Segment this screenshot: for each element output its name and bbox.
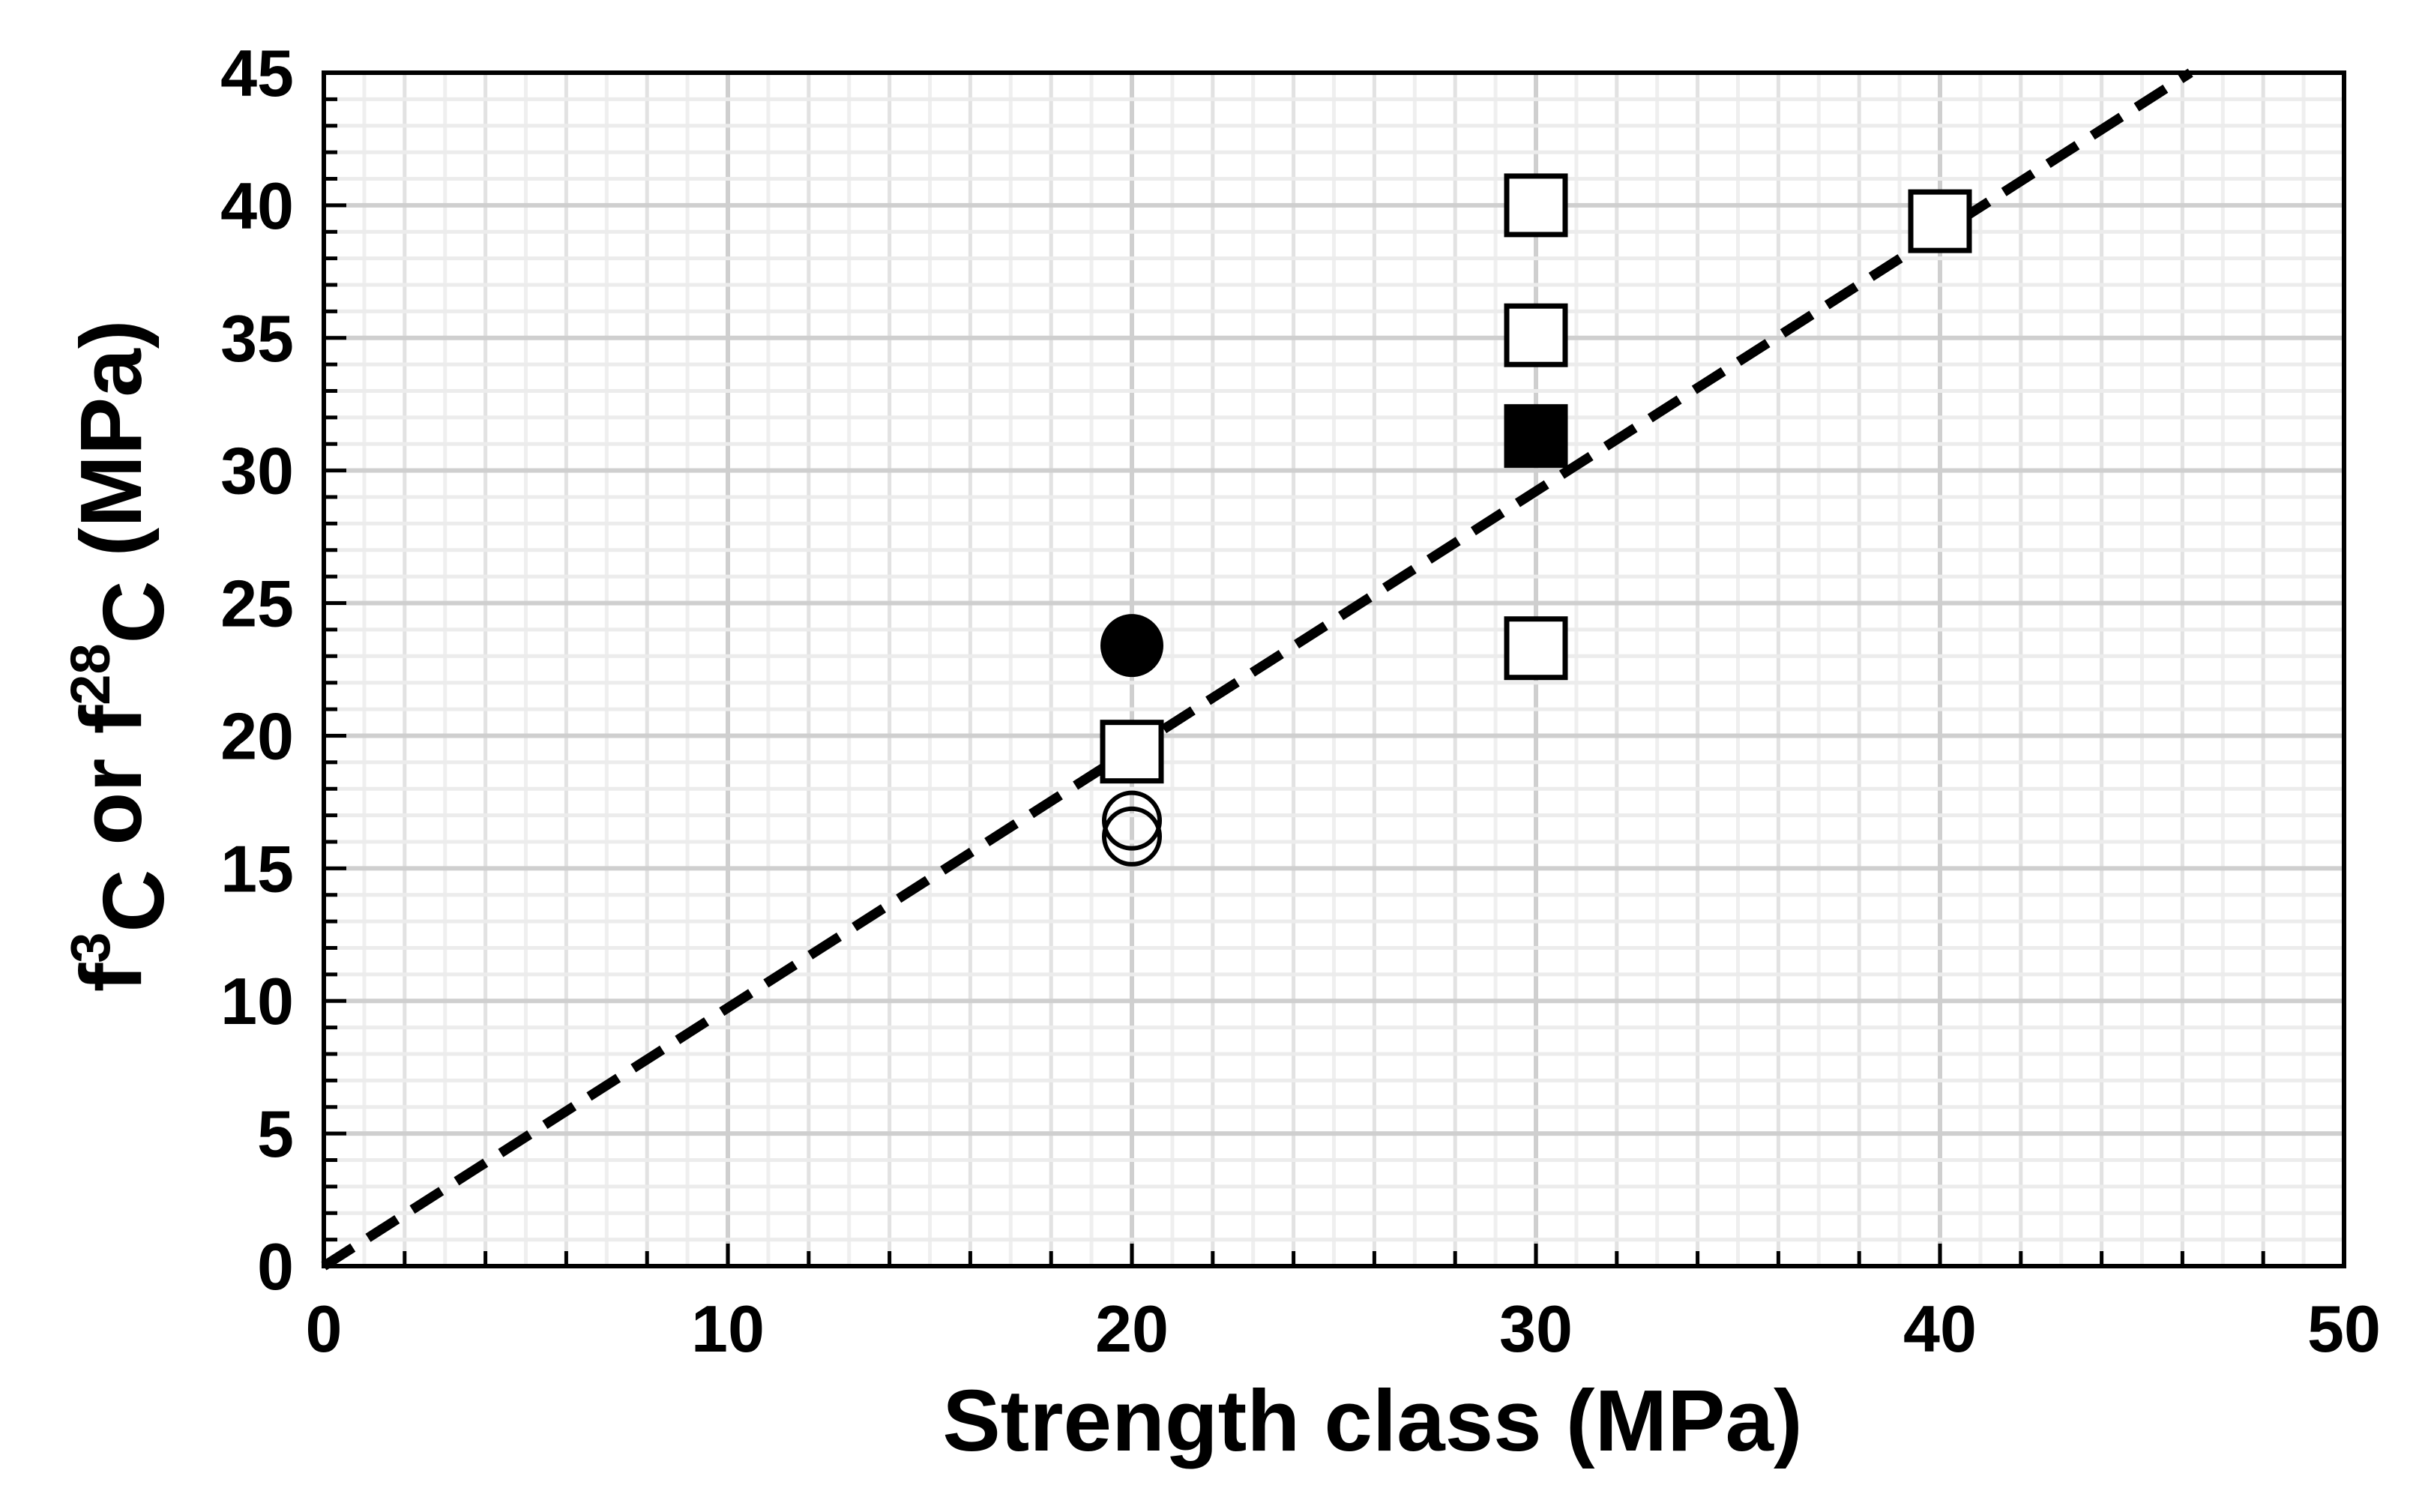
y-title-sup-28: 28 <box>59 643 121 705</box>
open-square-point <box>1908 189 1972 253</box>
open-square-point <box>1504 173 1568 238</box>
y-title-sub-c1: C <box>85 870 182 933</box>
dashed-reference-line <box>321 68 2193 1271</box>
y-title-sub-c2: C <box>85 581 182 644</box>
y-tick-label: 30 <box>220 434 294 508</box>
y-title-or-f: or f <box>62 705 160 869</box>
y-title-unit: (MPa) <box>62 320 160 581</box>
x-tick-label: 10 <box>691 1292 765 1366</box>
y-tick-label: 25 <box>220 567 294 641</box>
x-axis-title: Strength class (MPa) <box>942 1372 1802 1469</box>
y-axis-title: f3C or f28C (MPa) <box>59 320 182 993</box>
x-tick-label: 50 <box>2307 1292 2381 1366</box>
y-tick-label: 10 <box>220 964 294 1038</box>
plot-frame <box>322 70 2346 1268</box>
x-tick-label: 30 <box>1499 1292 1573 1366</box>
open-circle-point <box>1102 790 1162 851</box>
open-circle-point <box>1102 806 1162 867</box>
filled-square-point <box>1504 404 1568 469</box>
y-tick-label: 40 <box>220 169 294 243</box>
data-points <box>1100 173 1972 867</box>
y-title-f3: f <box>62 963 160 992</box>
y-tick-label: 15 <box>220 831 294 906</box>
filled-circle-point <box>1100 614 1163 678</box>
x-tick-label: 40 <box>1903 1292 1977 1366</box>
x-tick-labels: 0 10 20 30 40 50 <box>306 1292 2381 1366</box>
y-tick-label: 35 <box>220 301 294 376</box>
y-tick-label: 5 <box>257 1097 294 1171</box>
grid-lines <box>322 70 2346 1268</box>
open-square-point <box>1504 303 1568 367</box>
reference-line-group <box>321 68 2193 1271</box>
open-square-point <box>1504 616 1568 681</box>
y-tick-labels: 0 5 10 15 20 25 30 35 40 45 <box>220 36 294 1304</box>
x-tick-label: 0 <box>306 1292 343 1366</box>
y-tick-label: 45 <box>220 36 294 110</box>
x-tick-label: 20 <box>1095 1292 1169 1366</box>
y-tick-label: 0 <box>257 1229 294 1304</box>
y-tick-label: 20 <box>220 699 294 773</box>
y-title-sup-3: 3 <box>59 933 121 963</box>
open-square-point <box>1100 720 1164 784</box>
